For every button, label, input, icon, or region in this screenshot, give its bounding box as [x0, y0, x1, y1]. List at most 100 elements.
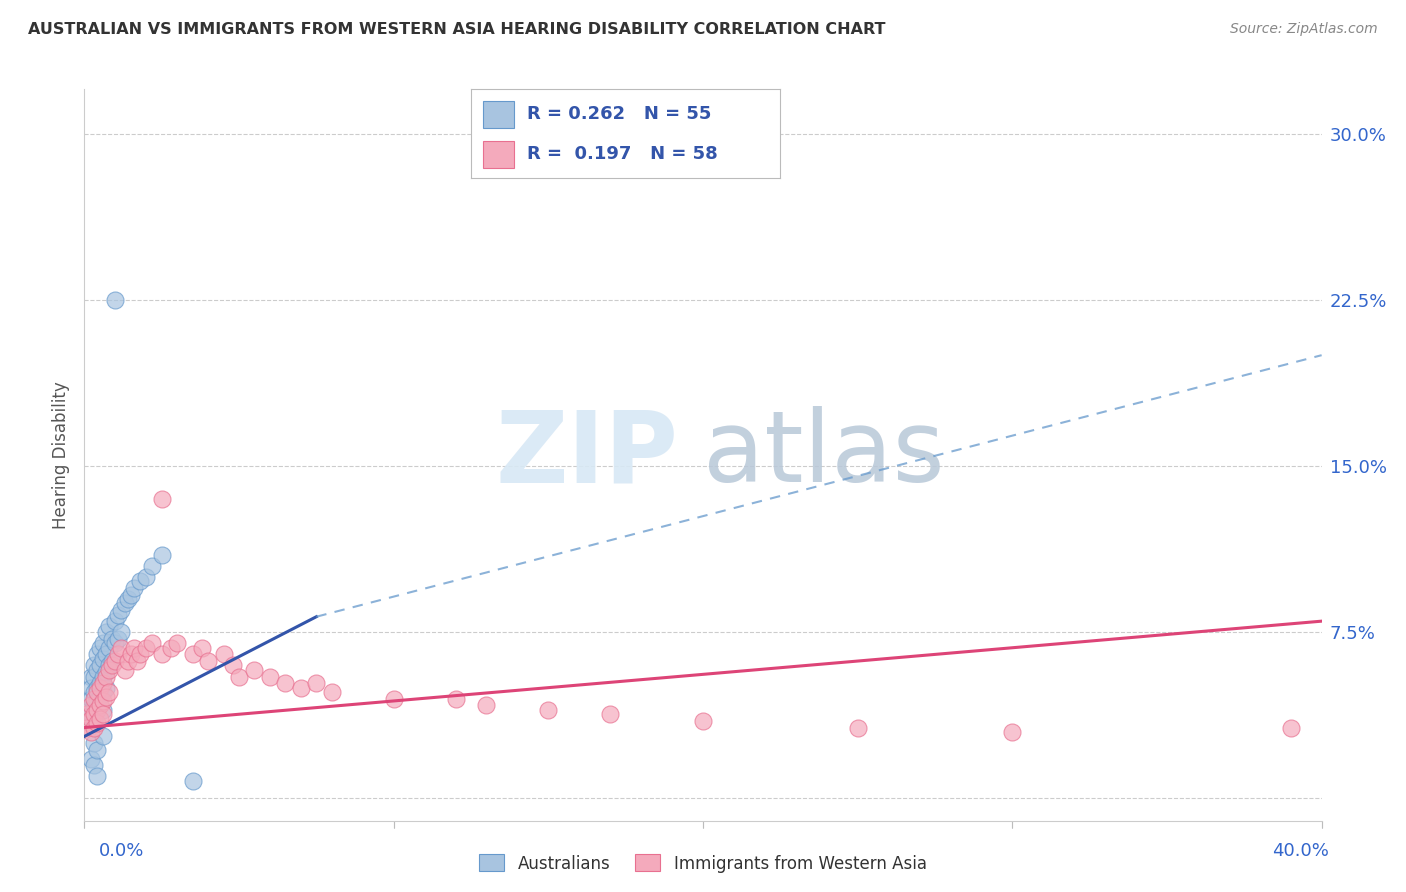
Point [228, 669, 250, 683]
Point [101, 632, 124, 646]
Point [83, 721, 105, 735]
Point [150, 548, 173, 562]
Point [83, 714, 105, 728]
Point [1001, 725, 1024, 739]
Point [76, 703, 98, 717]
Point [166, 636, 188, 650]
Point [86, 663, 108, 677]
Point [104, 654, 127, 668]
Text: 40.0%: 40.0% [1272, 842, 1329, 860]
Point [197, 654, 219, 668]
Point [259, 669, 281, 683]
Point [98, 658, 121, 673]
Point [101, 658, 124, 673]
Point [110, 625, 132, 640]
Point [141, 636, 163, 650]
Point [94, 648, 117, 662]
Point [117, 592, 139, 607]
Text: Source: ZipAtlas.com: Source: ZipAtlas.com [1230, 22, 1378, 37]
Point [122, 581, 145, 595]
Point [83, 691, 105, 706]
Point [79, 681, 101, 695]
Point [290, 681, 312, 695]
Point [141, 558, 163, 573]
Legend: Australians, Immigrants from Western Asia: Australians, Immigrants from Western Asi… [472, 847, 934, 880]
Point [89, 698, 111, 713]
Point [107, 648, 129, 662]
Point [160, 640, 183, 655]
Point [94, 681, 117, 695]
Point [86, 681, 108, 695]
Point [846, 721, 869, 735]
Point [104, 636, 127, 650]
Point [181, 773, 204, 788]
Point [86, 648, 108, 662]
Point [79, 691, 101, 706]
Point [98, 618, 121, 632]
Point [86, 742, 108, 756]
Point [98, 685, 121, 699]
Point [91, 669, 114, 683]
Point [114, 663, 136, 677]
Point [382, 691, 405, 706]
Text: 0.0%: 0.0% [98, 842, 143, 860]
Point [274, 676, 297, 690]
Point [120, 648, 142, 662]
Point [135, 570, 157, 584]
Point [89, 681, 111, 695]
Point [83, 707, 105, 722]
Point [76, 707, 98, 722]
Point [83, 736, 105, 750]
Point [104, 293, 127, 307]
Point [76, 714, 98, 728]
Point [83, 658, 105, 673]
Bar [484, 101, 515, 128]
Point [110, 640, 132, 655]
Point [83, 758, 105, 772]
Point [305, 676, 328, 690]
Bar [484, 141, 515, 168]
Point [86, 685, 108, 699]
Point [79, 669, 101, 683]
Text: R = 0.262   N = 55: R = 0.262 N = 55 [527, 105, 711, 123]
Point [110, 603, 132, 617]
Point [692, 714, 714, 728]
Point [150, 492, 173, 507]
Point [94, 625, 117, 640]
Point [243, 663, 266, 677]
Text: atlas: atlas [703, 407, 945, 503]
Point [122, 640, 145, 655]
Point [101, 654, 124, 668]
Point [79, 712, 101, 726]
Point [89, 676, 111, 690]
Point [104, 614, 127, 628]
Point [191, 640, 214, 655]
Text: ZIP: ZIP [495, 407, 678, 503]
Point [117, 654, 139, 668]
Point [94, 669, 117, 683]
Point [475, 698, 498, 713]
Point [321, 685, 343, 699]
Point [86, 716, 108, 731]
Point [79, 725, 101, 739]
Point [107, 607, 129, 622]
Point [537, 703, 560, 717]
Point [91, 730, 114, 744]
Point [91, 636, 114, 650]
Point [91, 685, 114, 699]
Text: AUSTRALIAN VS IMMIGRANTS FROM WESTERN ASIA HEARING DISABILITY CORRELATION CHART: AUSTRALIAN VS IMMIGRANTS FROM WESTERN AS… [28, 22, 886, 37]
Point [89, 690, 111, 704]
Point [91, 703, 114, 717]
Point [135, 640, 157, 655]
Point [94, 690, 117, 704]
Point [86, 769, 108, 783]
Point [91, 694, 114, 708]
Point [129, 574, 152, 589]
Text: R =  0.197   N = 58: R = 0.197 N = 58 [527, 145, 717, 163]
Point [91, 652, 114, 666]
Point [83, 685, 105, 699]
Point [212, 648, 235, 662]
Y-axis label: Hearing Disability: Hearing Disability [52, 381, 70, 529]
Point [79, 698, 101, 713]
Point [83, 698, 105, 713]
